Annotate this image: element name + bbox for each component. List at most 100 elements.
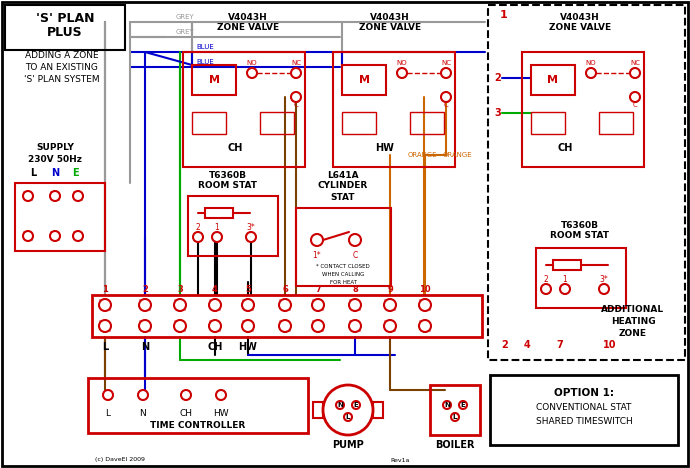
- Circle shape: [349, 299, 361, 311]
- Text: ADDING A ZONE: ADDING A ZONE: [26, 51, 99, 60]
- Circle shape: [242, 320, 254, 332]
- Circle shape: [312, 320, 324, 332]
- Text: L: L: [30, 168, 36, 178]
- Text: HEATING: HEATING: [611, 317, 656, 327]
- Text: 1*: 1*: [313, 250, 322, 259]
- Bar: [373, 402, 383, 418]
- Text: 2: 2: [142, 285, 148, 294]
- Bar: [192, 65, 236, 95]
- Text: 2: 2: [544, 276, 549, 285]
- Circle shape: [441, 68, 451, 78]
- Circle shape: [139, 320, 151, 332]
- Text: T6360B: T6360B: [209, 170, 247, 180]
- Text: SHARED TIMESWITCH: SHARED TIMESWITCH: [535, 417, 632, 425]
- Text: 2: 2: [495, 73, 502, 83]
- Text: 2: 2: [502, 340, 509, 350]
- Text: 10: 10: [420, 285, 431, 294]
- Text: ORANGE: ORANGE: [442, 152, 472, 158]
- Circle shape: [23, 231, 33, 241]
- Text: * CONTACT CLOSED: * CONTACT CLOSED: [316, 263, 370, 269]
- Text: ZONE VALVE: ZONE VALVE: [549, 23, 611, 32]
- Bar: [490, 375, 678, 445]
- Text: GREY: GREY: [176, 14, 195, 20]
- Text: 3*: 3*: [246, 224, 255, 233]
- Bar: [553, 260, 581, 270]
- Circle shape: [419, 299, 431, 311]
- Bar: [183, 52, 305, 167]
- Bar: [205, 208, 233, 218]
- Text: SUPPLY: SUPPLY: [36, 144, 74, 153]
- Circle shape: [99, 299, 111, 311]
- Circle shape: [103, 390, 113, 400]
- Text: ZONE VALVE: ZONE VALVE: [217, 23, 279, 32]
- Circle shape: [174, 299, 186, 311]
- Circle shape: [50, 191, 60, 201]
- Bar: [192, 112, 226, 134]
- Bar: [342, 65, 386, 95]
- Text: NC: NC: [441, 60, 451, 66]
- Circle shape: [311, 234, 323, 246]
- Text: Rev1a: Rev1a: [391, 458, 410, 462]
- Circle shape: [384, 320, 396, 332]
- Text: NC: NC: [291, 60, 301, 66]
- Circle shape: [212, 232, 222, 242]
- Circle shape: [209, 299, 221, 311]
- Circle shape: [50, 231, 60, 241]
- Circle shape: [246, 232, 256, 242]
- Circle shape: [23, 191, 33, 201]
- Text: 9: 9: [387, 285, 393, 294]
- Circle shape: [397, 68, 407, 78]
- Text: L: L: [102, 342, 108, 352]
- Text: 6: 6: [282, 285, 288, 294]
- Text: 2: 2: [196, 224, 200, 233]
- Circle shape: [419, 320, 431, 332]
- Text: CYLINDER: CYLINDER: [318, 182, 368, 190]
- Text: ZONE: ZONE: [619, 329, 647, 338]
- Circle shape: [344, 413, 352, 421]
- Circle shape: [209, 320, 221, 332]
- Circle shape: [193, 232, 203, 242]
- Circle shape: [352, 401, 360, 409]
- Text: BOILER: BOILER: [435, 440, 475, 450]
- Text: N: N: [337, 402, 343, 408]
- Circle shape: [599, 284, 609, 294]
- Circle shape: [216, 390, 226, 400]
- Circle shape: [336, 401, 344, 409]
- Circle shape: [138, 390, 148, 400]
- Text: ADDITIONAL: ADDITIONAL: [602, 306, 664, 314]
- Bar: [313, 402, 323, 418]
- Text: FOR HEAT: FOR HEAT: [330, 279, 357, 285]
- Circle shape: [384, 299, 396, 311]
- Text: 10: 10: [603, 340, 617, 350]
- Circle shape: [73, 231, 83, 241]
- Text: C: C: [353, 250, 357, 259]
- Text: C: C: [633, 102, 638, 108]
- Text: E: E: [72, 168, 78, 178]
- Text: M: M: [208, 75, 219, 85]
- Text: 1: 1: [562, 276, 567, 285]
- Text: HW: HW: [239, 342, 257, 352]
- Circle shape: [279, 320, 291, 332]
- Circle shape: [560, 284, 570, 294]
- Text: (c) DaveEl 2009: (c) DaveEl 2009: [95, 458, 145, 462]
- Text: BLUE: BLUE: [196, 59, 214, 65]
- Text: CH: CH: [207, 342, 223, 352]
- Text: ROOM STAT: ROOM STAT: [199, 182, 257, 190]
- Text: 4: 4: [212, 285, 218, 294]
- Circle shape: [73, 191, 83, 201]
- Circle shape: [349, 320, 361, 332]
- Circle shape: [242, 299, 254, 311]
- Text: STAT: STAT: [331, 192, 355, 202]
- Text: TIME CONTROLLER: TIME CONTROLLER: [150, 421, 246, 430]
- Text: N: N: [51, 168, 59, 178]
- Circle shape: [279, 299, 291, 311]
- Circle shape: [451, 413, 459, 421]
- Circle shape: [291, 68, 301, 78]
- Bar: [92, 295, 482, 337]
- Text: 'S' PLAN: 'S' PLAN: [36, 12, 95, 24]
- Text: CH: CH: [179, 409, 193, 417]
- Text: V4043H: V4043H: [560, 13, 600, 22]
- Text: CONVENTIONAL STAT: CONVENTIONAL STAT: [536, 403, 631, 412]
- Text: C: C: [444, 102, 448, 108]
- Bar: [342, 112, 376, 134]
